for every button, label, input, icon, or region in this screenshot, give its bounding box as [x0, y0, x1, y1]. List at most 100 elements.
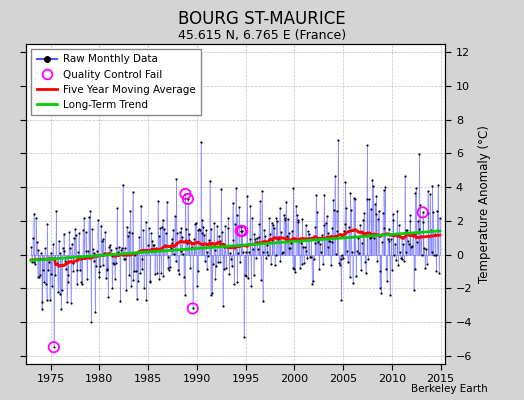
Point — [52, 208, 60, 214]
Point — [324, 230, 333, 236]
Point — [194, 227, 203, 233]
Point — [223, 225, 232, 232]
Point — [47, 270, 55, 277]
Point — [109, 260, 117, 266]
Point — [388, 266, 396, 273]
Point — [167, 245, 175, 251]
Point — [209, 261, 217, 268]
Point — [151, 247, 160, 254]
Point — [315, 266, 324, 272]
Point — [163, 254, 172, 260]
Point — [229, 237, 237, 243]
Point — [300, 260, 308, 266]
Point — [72, 232, 80, 238]
Point — [40, 279, 48, 286]
Point — [418, 252, 426, 259]
Point — [257, 276, 265, 283]
Point — [296, 264, 304, 271]
Point — [332, 251, 340, 257]
Point — [329, 196, 337, 203]
Point — [212, 263, 221, 270]
Point — [379, 210, 387, 216]
Point — [236, 228, 245, 234]
Point — [406, 212, 414, 218]
Point — [277, 229, 286, 235]
Point — [431, 252, 440, 258]
Point — [389, 217, 398, 223]
Point — [246, 202, 255, 209]
Point — [254, 233, 263, 240]
Text: BOURG ST-MAURICE: BOURG ST-MAURICE — [178, 10, 346, 28]
Point — [121, 256, 129, 262]
Point — [189, 305, 197, 312]
Point — [366, 205, 375, 212]
Point — [211, 276, 220, 282]
Point — [304, 228, 312, 234]
Point — [238, 228, 246, 234]
Point — [83, 276, 91, 282]
Point — [106, 242, 114, 248]
Point — [144, 242, 152, 248]
Point — [285, 244, 293, 251]
Point — [200, 232, 209, 239]
Point — [367, 233, 376, 240]
Point — [186, 265, 194, 272]
Point — [34, 247, 42, 254]
Y-axis label: Temperature Anomaly (°C): Temperature Anomaly (°C) — [478, 125, 491, 283]
Point — [202, 227, 210, 233]
Point — [335, 262, 344, 268]
Point — [148, 238, 156, 244]
Point — [293, 217, 302, 223]
Point — [240, 334, 248, 340]
Point — [337, 296, 346, 303]
Point — [395, 222, 403, 228]
Point — [339, 255, 347, 262]
Point — [331, 173, 339, 179]
Point — [236, 259, 244, 265]
Point — [110, 260, 118, 267]
Point — [216, 259, 225, 265]
Point — [137, 202, 145, 209]
Point — [270, 262, 279, 268]
Point — [102, 275, 110, 282]
Point — [283, 216, 292, 222]
Point — [234, 250, 243, 257]
Point — [205, 237, 213, 244]
Point — [118, 245, 126, 251]
Point — [35, 274, 43, 280]
Point — [269, 222, 277, 229]
Point — [311, 224, 320, 230]
Point — [113, 204, 122, 211]
Point — [71, 226, 79, 233]
Point — [244, 275, 252, 282]
Point — [253, 235, 261, 241]
Point — [228, 200, 237, 206]
Point — [133, 296, 141, 302]
Point — [366, 235, 374, 241]
Point — [314, 238, 322, 245]
Point — [345, 224, 353, 230]
Point — [170, 251, 178, 257]
Point — [397, 233, 406, 240]
Point — [390, 251, 398, 258]
Point — [255, 220, 264, 227]
Point — [258, 298, 267, 304]
Point — [158, 224, 166, 230]
Point — [377, 290, 386, 296]
Point — [372, 211, 380, 217]
Point — [122, 287, 130, 293]
Point — [132, 268, 140, 275]
Point — [100, 249, 108, 256]
Point — [411, 190, 420, 196]
Point — [431, 231, 439, 237]
Point — [362, 270, 370, 276]
Point — [250, 231, 259, 238]
Point — [114, 249, 122, 255]
Point — [396, 249, 404, 256]
Point — [312, 192, 320, 198]
Point — [184, 196, 192, 202]
Point — [97, 223, 105, 230]
Point — [226, 249, 234, 256]
Point — [360, 210, 368, 216]
Point — [273, 218, 281, 224]
